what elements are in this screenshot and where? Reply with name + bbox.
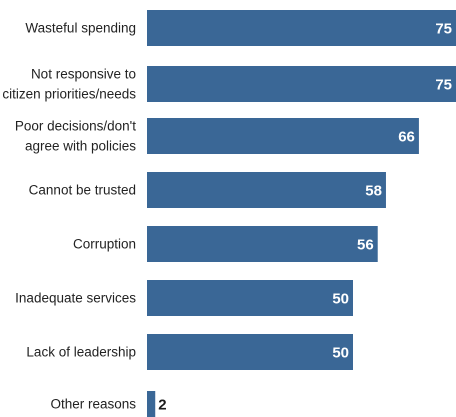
value-label: 75 [435,21,452,38]
bar [147,172,386,208]
category-label-line: agree with policies [25,139,136,154]
category-label: Wasteful spending [25,21,136,36]
bar [147,118,419,154]
category-label: Inadequate services [15,291,136,306]
category-label: Cannot be trusted [29,183,136,198]
bar [147,66,456,102]
value-label: 58 [365,183,382,200]
category-label-line: Wasteful spending [25,21,136,36]
category-label: Lack of leadership [26,345,136,360]
bar [147,226,378,262]
value-label: 50 [332,345,349,362]
category-label-line: Poor decisions/don't [15,119,136,134]
category-label-line: Not responsive to [31,67,136,82]
bar [147,280,353,316]
category-label-line: citizen priorities/needs [2,87,136,102]
value-labels-group: 75 75 66 58 56 50 50 2 [158,21,452,414]
category-label: Poor decisions/don't agree with policies [15,119,136,154]
category-label-line: Inadequate services [15,291,136,306]
category-label: Not responsive to citizen priorities/need… [2,67,136,102]
category-labels-group: Wasteful spending Not responsive to citize… [2,21,136,412]
category-label: Other reasons [50,397,136,412]
value-label: 66 [398,129,415,146]
value-label: 75 [435,77,452,94]
value-label: 56 [357,237,374,254]
bar [147,10,456,46]
bar [147,391,156,417]
category-label-line: Corruption [73,237,136,252]
bars-group [147,10,456,417]
value-label: 2 [158,397,166,414]
category-label: Corruption [73,237,136,252]
category-label-line: Other reasons [50,397,136,412]
value-label: 50 [332,291,349,308]
category-label-line: Lack of leadership [26,345,136,360]
bar [147,334,353,370]
category-label-line: Cannot be trusted [29,183,136,198]
